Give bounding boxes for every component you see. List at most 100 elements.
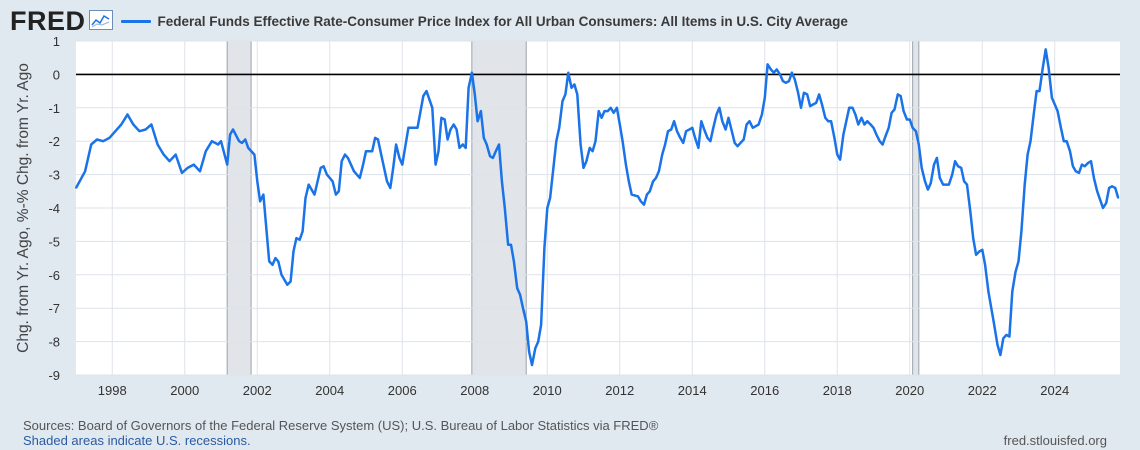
chart-header: FRED Federal Funds Effective Rate-Consum… bbox=[10, 6, 848, 36]
data-point bbox=[102, 140, 104, 142]
data-point bbox=[1108, 187, 1110, 189]
data-point bbox=[193, 163, 195, 166]
data-point bbox=[573, 83, 576, 86]
footer-recession-note[interactable]: Shaded areas indicate U.S. recessions. bbox=[23, 433, 251, 448]
data-point bbox=[652, 180, 654, 183]
data-point bbox=[168, 160, 171, 163]
data-point bbox=[676, 130, 678, 132]
data-point bbox=[501, 180, 503, 183]
data-point bbox=[347, 157, 349, 159]
data-point bbox=[824, 117, 827, 119]
data-point bbox=[570, 86, 573, 89]
data-point bbox=[685, 130, 687, 132]
data-point bbox=[833, 137, 836, 139]
data-point bbox=[616, 107, 618, 109]
data-point bbox=[1074, 170, 1077, 173]
data-point bbox=[75, 187, 77, 189]
data-point bbox=[866, 120, 869, 122]
data-point bbox=[815, 101, 818, 104]
fred-logo[interactable]: FRED bbox=[10, 5, 86, 36]
data-point bbox=[639, 200, 642, 203]
data-point bbox=[936, 157, 938, 159]
data-point bbox=[471, 71, 473, 74]
data-point bbox=[918, 143, 920, 146]
data-point bbox=[754, 125, 757, 127]
data-point bbox=[630, 193, 633, 196]
data-point bbox=[591, 150, 594, 153]
data-point bbox=[1105, 202, 1108, 204]
data-point bbox=[340, 160, 343, 163]
y-tick-label: 1 bbox=[53, 34, 60, 49]
series-points bbox=[75, 48, 1119, 366]
data-point bbox=[359, 177, 361, 179]
data-point bbox=[730, 128, 733, 131]
data-point bbox=[875, 133, 878, 136]
data-point bbox=[957, 165, 959, 168]
data-point bbox=[739, 142, 742, 144]
data-point bbox=[289, 280, 292, 283]
data-point bbox=[742, 138, 745, 141]
data-point bbox=[779, 73, 781, 76]
data-point bbox=[386, 180, 388, 183]
data-point bbox=[138, 130, 141, 132]
data-point bbox=[301, 230, 304, 233]
data-point bbox=[422, 95, 425, 97]
data-point bbox=[371, 150, 373, 153]
data-point bbox=[736, 145, 739, 148]
data-point bbox=[344, 153, 346, 156]
data-point bbox=[144, 128, 147, 131]
data-point bbox=[839, 158, 841, 161]
data-point bbox=[84, 170, 86, 173]
data-point bbox=[727, 117, 730, 119]
series-line[interactable] bbox=[74, 48, 1120, 367]
data-point bbox=[694, 137, 696, 139]
data-point bbox=[920, 167, 923, 169]
data-point bbox=[480, 110, 482, 112]
data-point bbox=[1060, 127, 1062, 129]
x-tick-label: 2020 bbox=[895, 383, 924, 398]
data-point bbox=[531, 364, 533, 366]
data-point bbox=[96, 138, 98, 141]
data-point bbox=[884, 135, 887, 137]
data-point bbox=[625, 163, 627, 166]
data-point bbox=[522, 307, 524, 310]
data-point bbox=[579, 143, 582, 146]
data-point bbox=[603, 110, 606, 112]
data-point bbox=[993, 324, 996, 326]
line-chart[interactable]: 1 0 -1 -2 -3 -4 -5 -6 -7 -8 -9 1998 2000 2002 2004 200… bbox=[0, 0, 1140, 410]
y-tick-label: -9 bbox=[48, 368, 60, 383]
data-point bbox=[673, 120, 675, 122]
data-point bbox=[637, 195, 639, 198]
data-point bbox=[706, 137, 709, 139]
data-point bbox=[576, 93, 579, 96]
data-point bbox=[954, 160, 956, 163]
data-point bbox=[963, 180, 965, 183]
data-point bbox=[476, 120, 479, 122]
data-point bbox=[507, 243, 509, 246]
data-point bbox=[1014, 270, 1017, 273]
data-point bbox=[156, 143, 159, 146]
data-point bbox=[274, 257, 277, 259]
data-point bbox=[697, 147, 700, 149]
data-point bbox=[241, 142, 243, 144]
footer-url[interactable]: fred.stlouisfed.org bbox=[1003, 433, 1107, 448]
data-point bbox=[999, 354, 1002, 356]
data-point bbox=[881, 143, 884, 146]
data-point bbox=[664, 143, 666, 146]
data-point bbox=[335, 193, 337, 196]
legend-label[interactable]: Federal Funds Effective Rate-Consumer Pr… bbox=[157, 13, 848, 29]
data-point bbox=[966, 183, 968, 186]
data-point bbox=[362, 163, 364, 166]
data-point bbox=[513, 260, 515, 263]
data-point bbox=[1102, 207, 1104, 209]
data-point bbox=[800, 107, 802, 109]
data-point bbox=[951, 173, 953, 176]
data-point bbox=[667, 130, 669, 132]
x-tick-label: 2022 bbox=[968, 383, 997, 398]
data-point bbox=[132, 123, 135, 126]
data-point bbox=[775, 68, 778, 71]
data-point bbox=[108, 137, 111, 139]
data-point bbox=[217, 143, 219, 146]
y-tick-label: -2 bbox=[48, 134, 60, 149]
data-point bbox=[915, 130, 917, 132]
